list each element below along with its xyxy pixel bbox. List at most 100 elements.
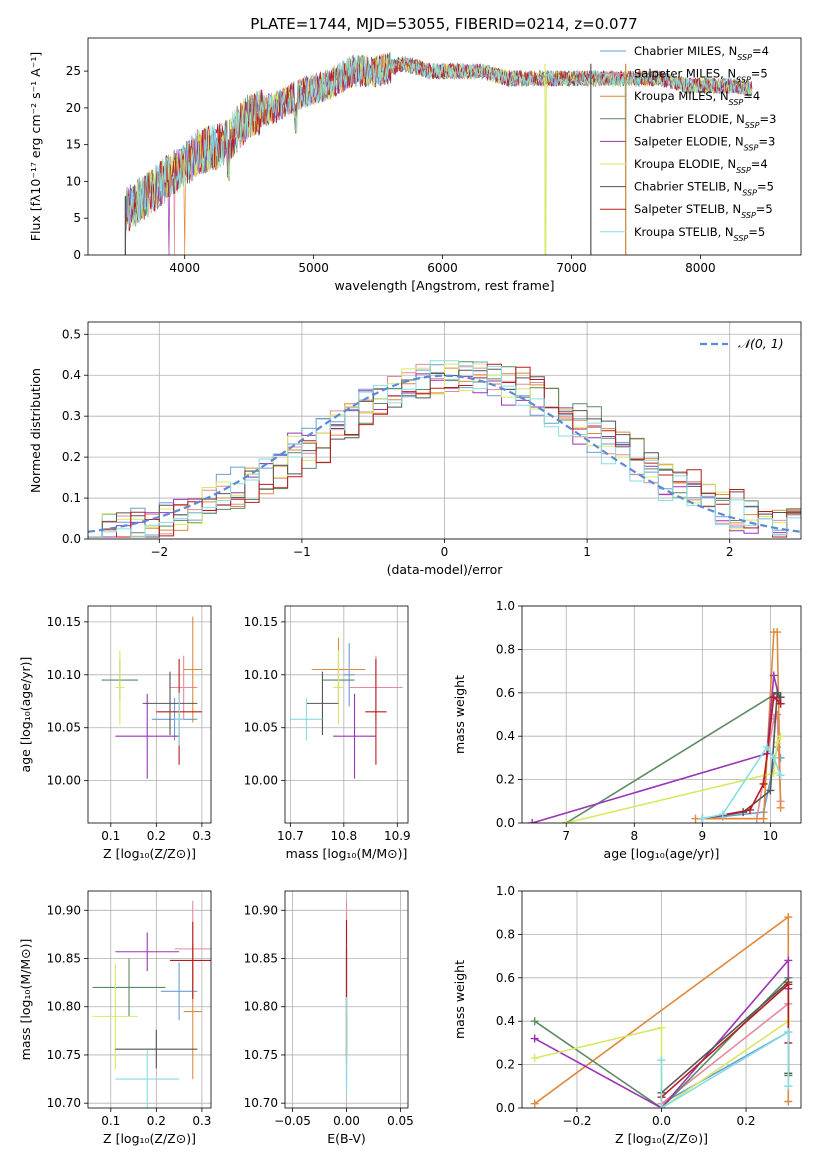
x-axis-label: wavelength [Angstrom, rest frame] [334,278,554,293]
y-tick-label: 1.0 [496,884,515,898]
histogram-series-6 [88,368,801,538]
x-tick-label: 10.7 [277,829,304,843]
panel-age-vs-mass: 10.7 10.8 10.9 10.00 10.05 10.10 10.15 mass [lo… [244,605,411,861]
x-tick-label: 0.2 [147,829,166,843]
mass-weight-marker [784,1028,793,1037]
spectrum-series-8 [127,52,753,255]
y-axis-label: mass [log₁₀(M/M⊙)] [18,939,33,1061]
y-tick-label: 20 [66,101,81,115]
mass-weight-marker [776,771,785,780]
panel-spectrum: 4000 5000 6000 7000 8000 0 5 10 15 20 25 wavelength… [28,37,802,293]
y-tick-label: 10.70 [47,1096,81,1110]
mass-weight-marker [776,753,785,762]
x-tick-label: 0.3 [192,829,211,843]
y-tick-label: 10.75 [47,1048,81,1062]
panel-residuals: −2 −1 0 1 2 0.0 0.1 0.2 0.3 0.4 0.5 (data-model)/er… [28,321,802,577]
plot-area [530,913,793,1108]
mass-weight-series-6 [660,980,790,1094]
axes-frame [87,890,212,1109]
mass-weight-marker [745,805,754,814]
mass-weight-marker [776,732,785,741]
y-tick-label: 10.70 [244,1096,278,1110]
mass-weight-marker [691,814,700,823]
plot-area [528,628,785,823]
y-tick-label: 0.1 [62,491,81,505]
y-tick-label: 0.0 [496,1101,515,1115]
y-axis-label: mass weight [452,675,467,754]
legend-entry: Chabrier ELODIE, NSSP=3 [634,112,776,130]
figure-title: PLATE=1744, MJD=53055, FIBERID=0214, z=0… [250,15,637,33]
mass-weight-marker [784,1097,793,1106]
y-axis-label: Flux [fλ10⁻¹⁷ erg cm⁻² s⁻¹ A⁻¹] [28,52,43,241]
panel-mass-vs-Z: 0.1 0.2 0.3 10.70 10.75 10.80 10.85 10.90 Z [log… [18,890,212,1146]
x-tick-label: 9 [699,829,707,843]
mass-weight-marker [530,1017,539,1026]
mass-weight-marker [784,980,793,989]
mass-weight-marker [784,1082,793,1091]
x-tick-label: 2 [726,545,734,559]
x-tick-label: −0.2 [562,1114,591,1128]
x-axis-label: mass [log₁₀(M/M⊙)] [286,846,408,861]
y-tick-label: 0 [73,248,81,262]
y-tick-label: 1.0 [496,599,515,613]
y-tick-label: 10.85 [244,952,278,966]
y-tick-label: 0.8 [496,927,515,941]
mass-weight-marker [657,1104,666,1108]
plot-area [92,900,211,1108]
y-axis-label: mass weight [452,960,467,1039]
mass-weight-marker [657,1056,666,1065]
x-tick-label: −2 [150,545,168,559]
axes-frame [284,605,409,824]
y-axis-label: age [log₁₀(age/yr)] [18,657,33,773]
plot-area [124,51,753,255]
mass-weight-marker [562,819,571,823]
x-tick-label: 0.3 [192,1114,211,1128]
mass-weight-marker [769,693,778,702]
y-tick-label: 0.0 [496,816,515,830]
panel-mass-vs-EBV: −0.05 0.00 0.05 10.70 10.75 10.80 10.85 10.90 E(… [244,890,414,1146]
y-tick-label: 10.80 [244,1000,278,1014]
y-tick-label: 10.80 [47,1000,81,1014]
axes-frame [87,37,802,256]
x-tick-label: 10 [763,829,778,843]
y-tick-label: 10.10 [244,668,278,682]
mass-weight-marker [530,1034,539,1043]
mass-weight-marker [759,814,768,823]
x-tick-label: 0.1 [101,1114,120,1128]
y-tick-label: 10.00 [47,774,81,788]
x-axis-label: Z [log₁₀(Z/Z⊙)] [615,1131,708,1146]
x-tick-label: 7 [562,829,570,843]
legend-entry: Chabrier STELIB, NSSP=5 [634,180,774,198]
x-tick-label: −0.05 [274,1114,311,1128]
legend-entry: 𝒩(0, 1) [738,336,784,351]
panel-mass-weight-vs-age: 7 8 9 10 0.0 0.2 0.4 0.6 0.8 1.0 age [log₁₀(age/yr… [452,599,802,861]
mass-weight-marker [776,699,785,708]
plot-area [290,637,403,779]
x-axis-label: Z [log₁₀(Z/Z⊙)] [103,1131,196,1146]
y-tick-label: 0.2 [62,450,81,464]
mass-weight-series-8 [660,1030,790,1108]
legend-entry: Kroupa MILES, NSSP=4 [634,89,760,107]
x-tick-label: 8 [630,829,638,843]
mass-weight-series-0 [702,743,782,820]
x-axis-label: (data-model)/error [387,562,504,577]
x-tick-label: 0 [441,545,449,559]
mass-weight-marker [776,803,785,812]
x-axis-label: Z [log₁₀(Z/Z⊙)] [103,846,196,861]
mass-weight-marker [766,786,775,795]
y-tick-label: 10.05 [244,721,278,735]
y-tick-label: 10.10 [47,668,81,682]
y-tick-label: 0.6 [496,971,515,985]
y-tick-label: 0.4 [496,1014,515,1028]
mass-weight-marker [718,810,727,819]
mass-weight-series-7 [660,982,790,1098]
histogram-series-3 [88,361,801,538]
y-tick-label: 15 [66,138,81,152]
y-tick-label: 10.90 [47,903,81,917]
x-tick-label: 4000 [169,261,200,275]
y-tick-label: 10.75 [244,1048,278,1062]
x-tick-label: 0.2 [736,1114,755,1128]
mass-weight-marker [698,814,707,823]
mass-weight-marker [773,628,782,637]
panel-mass-weight-vs-Z: −0.2 0.0 0.2 0.0 0.2 0.4 0.6 0.8 1.0 Z [log₁₀(Z/Z… [452,884,802,1146]
